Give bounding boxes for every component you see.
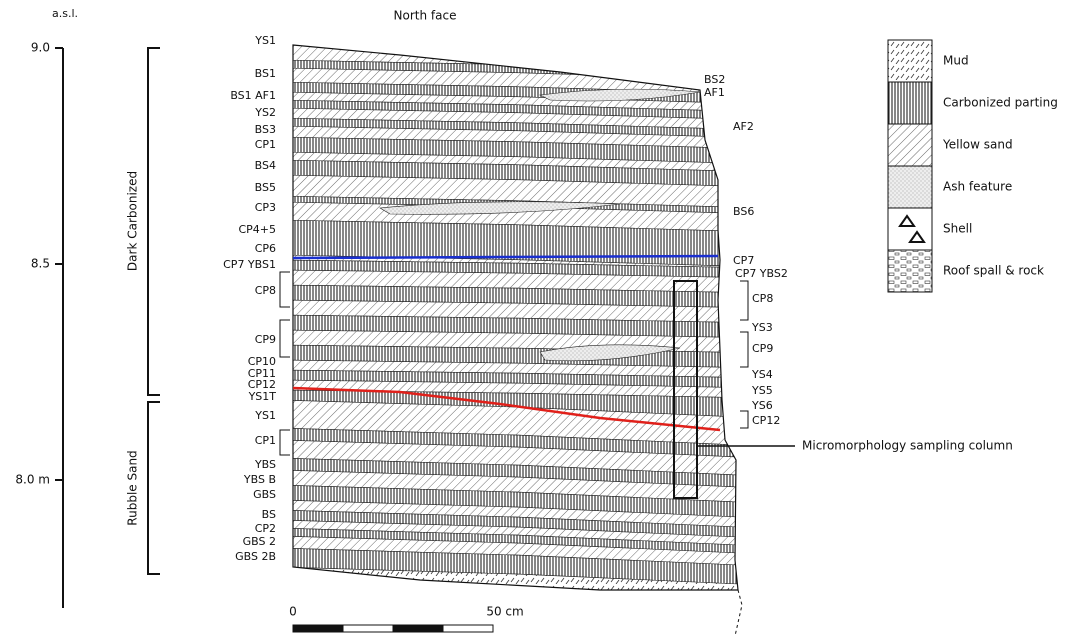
axis-tick-label: 9.0 bbox=[31, 41, 50, 55]
layer-label: CP7 YBS1 bbox=[223, 258, 276, 271]
legend-swatch bbox=[888, 250, 932, 292]
scale-segment bbox=[343, 625, 393, 632]
layer-bracket bbox=[740, 281, 748, 320]
group-bracket bbox=[148, 402, 160, 574]
layer-bracket bbox=[740, 411, 748, 428]
layer-label: CP9 bbox=[752, 342, 773, 355]
layer-label: BS6 bbox=[733, 205, 754, 218]
layer-label: YS5 bbox=[751, 384, 773, 397]
scale-bar bbox=[293, 625, 493, 632]
layer-label: BS2 bbox=[704, 73, 725, 86]
legend-label: Yellow sand bbox=[942, 138, 1013, 152]
group-bracket bbox=[148, 48, 160, 395]
scale-segment bbox=[293, 625, 343, 632]
legend-label: Mud bbox=[943, 54, 969, 68]
layer-bracket bbox=[280, 320, 290, 357]
section-diagram: North face a.s.l. 9.0 8.5 8.0 m Dark Car… bbox=[0, 0, 1072, 636]
scale-label: 50 cm bbox=[486, 605, 523, 619]
layer-label: CP3 bbox=[255, 201, 276, 214]
layer-label: GBS 2B bbox=[235, 550, 276, 563]
scale-label: 0 bbox=[289, 605, 297, 619]
axis-tick-label: 8.0 m bbox=[15, 473, 50, 487]
layer-label: BS1 AF1 bbox=[230, 89, 276, 102]
legend-swatch bbox=[888, 166, 932, 208]
layer-bracket bbox=[280, 272, 290, 307]
layer-bracket bbox=[740, 332, 748, 367]
layer-label: BS3 bbox=[255, 123, 276, 136]
layer-label: YS6 bbox=[751, 399, 773, 412]
legend-swatch bbox=[888, 124, 932, 166]
legend-swatch bbox=[888, 40, 932, 82]
layer-label: CP1 bbox=[255, 138, 276, 151]
layer-label: AF1 bbox=[704, 86, 725, 99]
layer-label: YS4 bbox=[751, 368, 773, 381]
group-label: Dark Carbonized bbox=[126, 171, 140, 271]
layer-label: YS1 bbox=[254, 34, 276, 47]
layer-label: CP2 bbox=[255, 522, 276, 535]
axis-label: a.s.l. bbox=[52, 7, 78, 20]
axis-tick-label: 8.5 bbox=[31, 257, 50, 271]
layer-label: CP6 bbox=[255, 242, 276, 255]
dashed-edge bbox=[735, 590, 742, 636]
group-label: Rubble Sand bbox=[126, 450, 140, 525]
layer-label: BS bbox=[262, 508, 276, 521]
layer-label: YS1T bbox=[248, 390, 277, 403]
layer-label: YBS bbox=[254, 458, 276, 471]
layer-label: YS1 bbox=[254, 409, 276, 422]
layer-label: CP12 bbox=[752, 414, 780, 427]
layer-label: CP7 YBS2 bbox=[735, 267, 788, 280]
layer-label: GBS bbox=[253, 488, 276, 501]
layer-label: CP4+5 bbox=[238, 223, 276, 236]
layer-label: AF2 bbox=[733, 120, 754, 133]
layer-label: BS5 bbox=[255, 181, 276, 194]
layer-label: CP1 bbox=[255, 434, 276, 447]
layer-label: CP8 bbox=[752, 292, 773, 305]
legend-label: Ash feature bbox=[943, 180, 1012, 194]
layer-label: YBS B bbox=[243, 473, 276, 486]
section-layers bbox=[280, 40, 760, 618]
layer-label: CP9 bbox=[255, 333, 276, 346]
legend-label: Carbonized parting bbox=[943, 96, 1058, 110]
layer-label: CP7 bbox=[733, 254, 754, 267]
layer-label: BS1 bbox=[255, 67, 276, 80]
scale-segment bbox=[393, 625, 443, 632]
legend: Mud Carbonized parting Yellow sand Ash feat… bbox=[888, 40, 1058, 292]
layer-bracket bbox=[280, 430, 290, 455]
layer-label: GBS 2 bbox=[243, 535, 276, 548]
annotation: Micromorphology sampling column bbox=[802, 439, 1013, 453]
layer-label: YS2 bbox=[254, 106, 276, 119]
layer-label: CP8 bbox=[255, 284, 276, 297]
layer-label: YS3 bbox=[751, 321, 773, 334]
legend-label: Shell bbox=[943, 222, 972, 236]
legend-label: Roof spall & rock bbox=[943, 264, 1044, 278]
layer-label: BS4 bbox=[255, 159, 276, 172]
title: North face bbox=[394, 9, 457, 23]
scale-segment bbox=[443, 625, 493, 632]
legend-swatch bbox=[888, 82, 932, 124]
legend-swatch bbox=[888, 208, 932, 250]
